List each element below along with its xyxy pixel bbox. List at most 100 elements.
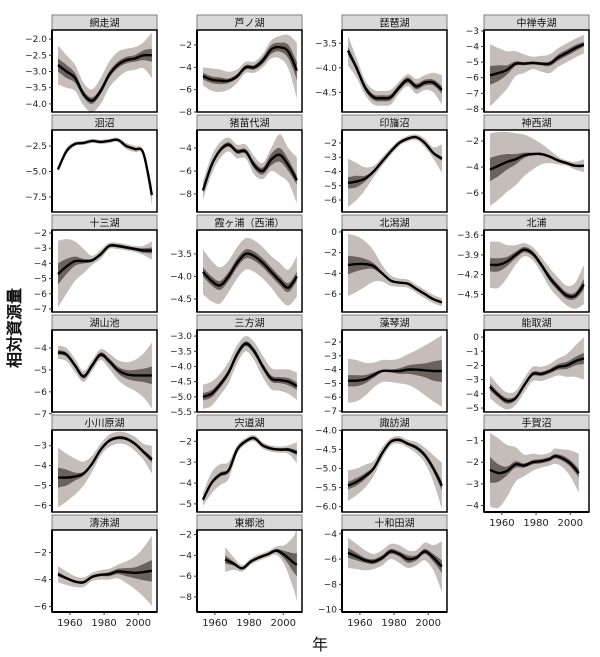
band-95 xyxy=(202,336,297,409)
facet-strip-label: 十三湖 xyxy=(90,217,120,230)
y-tick-label: −4.5 xyxy=(315,445,337,455)
panel-data xyxy=(202,34,298,99)
panel-data xyxy=(347,134,443,208)
y-tick-label: −5 xyxy=(324,182,337,192)
panel-data xyxy=(489,433,580,509)
mean-line xyxy=(489,357,585,403)
y-tick-label: −2.0 xyxy=(25,35,47,45)
facet-strip-label: 藻琴湖 xyxy=(380,317,410,330)
y-tick-label: −7 xyxy=(466,89,479,99)
panel-18: 宍道湖 −2 −3 −4 −5 xyxy=(179,414,303,513)
y-tick-label: −5 xyxy=(466,404,479,414)
y-tick-label: −6 xyxy=(324,393,338,403)
y-tick-label: −4 xyxy=(466,43,480,53)
panel-frame xyxy=(341,529,448,613)
panel-data xyxy=(347,335,442,407)
band-95 xyxy=(489,131,584,207)
band-95 xyxy=(57,535,152,606)
y-tick-label: −3.9 xyxy=(457,251,479,261)
y-tick-label: −6.0 xyxy=(315,503,337,513)
band-95 xyxy=(347,234,442,307)
facet-strip-label: 中禅寺湖 xyxy=(517,17,557,30)
y-tick-label: −6 xyxy=(324,196,338,206)
mean-line xyxy=(347,262,443,304)
y-tick-label: −3.5 xyxy=(170,347,192,357)
y-tick-label: −4 xyxy=(34,576,48,586)
facet-strip-label: 十和田湖 xyxy=(375,517,415,530)
y-tick-label: −3.5 xyxy=(170,250,192,260)
panel-data xyxy=(201,434,298,506)
y-tick-label: −5 xyxy=(179,500,192,510)
y-tick-label: −3 xyxy=(466,376,479,386)
panel-23: 十和田湖 −4 −6 −8 −10 1960 1980 2000 xyxy=(318,514,448,629)
band-95 xyxy=(202,434,297,506)
band-50 xyxy=(347,438,442,491)
y-tick-label: −2 xyxy=(466,137,479,147)
y-tick-label: −5.5 xyxy=(315,484,337,494)
y-tick-label: −8 xyxy=(324,580,338,590)
band-50 xyxy=(347,547,442,573)
panel-20: 手賀沼 −1 −2 −3 −4 1960 1980 2000 xyxy=(466,414,590,529)
mean-line xyxy=(201,143,298,191)
band-50 xyxy=(347,255,442,304)
panel-21: 濤沸湖 −2 −4 −6 1960 1980 2000 xyxy=(34,514,158,629)
band-50 xyxy=(202,249,297,293)
band-95 xyxy=(57,431,152,508)
facet-strip-label: 琵琶湖 xyxy=(380,18,410,30)
mean-line xyxy=(347,550,443,568)
y-tick-label: −3 xyxy=(34,244,47,254)
facet-strip-label: 手賀沼 xyxy=(522,417,552,430)
mean-line xyxy=(347,438,443,487)
y-tick-label: −3 xyxy=(324,153,337,163)
panel-14: 三方湖 −3.0 −3.5 −4.0 −4.5 −5.0 −5.5 xyxy=(170,314,303,418)
x-tick-label: 1980 xyxy=(523,518,548,529)
panel-1: 網走湖 −2.0 −2.5 −3.0 −3.5 −4.0 xyxy=(25,14,158,113)
band-95 xyxy=(225,530,297,602)
mean-line xyxy=(202,252,298,289)
panel-4: 中禅寺湖 −3 −4 −5 −6 −7 −8 xyxy=(466,14,590,115)
panel-data xyxy=(201,134,298,204)
y-tick-label: −6 xyxy=(34,388,48,398)
panel-data xyxy=(56,137,154,206)
panel-data xyxy=(346,35,443,106)
panel-6: 猪苗代湖 −4 −6 −8 xyxy=(179,114,303,213)
y-tick-label: −2 xyxy=(466,361,479,371)
y-tick-label: −4 xyxy=(466,502,480,512)
y-tick-label: −4 xyxy=(179,63,193,73)
band-95 xyxy=(489,433,579,509)
y-tick-label: −4.0 xyxy=(315,426,337,436)
y-tick-label: −8 xyxy=(466,105,480,115)
facet-strip-label: 東郷池 xyxy=(235,517,265,530)
y-tick-label: −3 xyxy=(466,27,479,37)
x-tick-label: 2000 xyxy=(557,518,582,529)
mean-line xyxy=(347,368,442,382)
y-tick-label: −10 xyxy=(318,606,337,616)
panel-data xyxy=(347,537,443,592)
facet-strip-label: 北潟湖 xyxy=(380,217,410,230)
panel-data xyxy=(57,342,152,409)
y-tick-label: −6 xyxy=(179,572,193,582)
y-tick-label: 0 xyxy=(473,333,479,343)
y-tick-label: −6 xyxy=(179,167,193,177)
facet-strip-label: 小川原湖 xyxy=(85,418,125,430)
panel-8: 神西湖 −2 −4 −6 xyxy=(466,114,590,213)
y-tick-label: −4 xyxy=(34,259,48,269)
mean-line xyxy=(489,43,585,77)
panel-data xyxy=(57,32,152,112)
x-tick-label: 1980 xyxy=(381,618,406,629)
panel-9: 十三湖 −2 −3 −4 −5 −6 −7 xyxy=(34,214,158,315)
panel-data xyxy=(57,431,153,508)
mean-line xyxy=(224,549,298,570)
y-tick-label: −6 xyxy=(34,501,48,511)
y-tick-label: −4.5 xyxy=(457,290,479,300)
band-50 xyxy=(489,453,579,483)
y-tick-label: −1 xyxy=(466,347,479,357)
facet-strip-label: 濤沸湖 xyxy=(90,517,120,530)
mean-line xyxy=(489,152,584,171)
x-tick-label: 1960 xyxy=(57,618,82,629)
x-tick-label: 1980 xyxy=(236,618,261,629)
y-tick-label: −4.5 xyxy=(315,88,337,98)
mean-line xyxy=(202,342,298,398)
facet-strip-label: 湖山池 xyxy=(90,317,120,330)
band-50 xyxy=(202,142,297,193)
